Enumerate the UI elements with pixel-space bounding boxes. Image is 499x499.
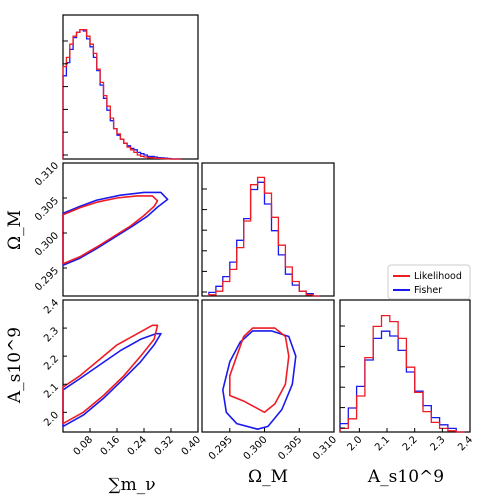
legend-label-fisher: Fisher (414, 285, 442, 296)
x-tick-label-om: 0.300 (242, 434, 270, 462)
y-tick-label-om: 0.305 (33, 195, 61, 223)
contour-As_vs_om-fisher (222, 330, 297, 430)
x-tick-label-As: 2.3 (428, 434, 447, 453)
histogram-mnu-likelihood (62, 28, 182, 160)
x-tick-label-om: 0.305 (276, 434, 304, 462)
y-tick-label-om: 0.295 (33, 265, 61, 293)
x-tick-label-As: 2.1 (373, 434, 392, 453)
histogram-om-likelihood (208, 176, 321, 297)
contour-As_vs_om-likelihood (229, 327, 290, 414)
x-tick-label-om: 0.295 (207, 434, 235, 462)
ticks-layer (63, 40, 471, 432)
histogram-om-fisher (208, 181, 321, 297)
y-tick-label-As: 2.4 (42, 297, 61, 316)
x-tick-label-mnu: 0.32 (153, 434, 177, 458)
histogram-As-fisher (339, 330, 465, 433)
contour-om_vs_mnu-fisher (62, 191, 169, 266)
contour-As_vs_mnu-likelihood (62, 324, 159, 425)
y-tick-label-As: 2.0 (42, 410, 61, 429)
histogram-As-likelihood (339, 314, 465, 433)
panel-frame-r2c1 (201, 299, 335, 433)
labels-layer: 0.08 0.16 0.24 0.32 0.40 0.295 0.300 0.305 0.310… (33, 160, 475, 462)
x-tick-label-mnu: 0.16 (99, 434, 123, 458)
x-axis-label-As: A_s10^9 (367, 467, 444, 487)
panel-frame-r1c0 (62, 162, 199, 297)
x-tick-label-As: 2.4 (456, 434, 475, 453)
y-tick-label-om: 0.300 (33, 230, 61, 258)
panel-frame-r2c2 (339, 299, 471, 433)
series-layer (62, 28, 465, 433)
x-tick-label-mnu: 0.40 (180, 434, 204, 458)
x-tick-label-mnu: 0.08 (72, 434, 96, 458)
contour-om_vs_mnu-likelihood (62, 195, 159, 265)
x-axis-label-om: Ω_M (248, 467, 288, 487)
panels-layer (62, 14, 471, 433)
y-tick-label-As: 2.2 (42, 354, 61, 373)
panel-frame-r0c0 (62, 14, 199, 160)
y-tick-label-om: 0.310 (33, 160, 61, 188)
x-tick-label-As: 2.2 (401, 434, 420, 453)
x-tick-label-mnu: 0.24 (126, 434, 150, 458)
x-tick-label-As: 2.0 (345, 434, 364, 453)
x-tick-label-om: 0.310 (311, 434, 339, 462)
y-tick-label-As: 2.1 (42, 382, 61, 401)
legend-label-likelihood: Likelihood (414, 271, 462, 282)
contour-As_vs_mnu-fisher (62, 332, 162, 428)
y-tick-label-As: 2.3 (42, 325, 61, 344)
legend: Likelihood Fisher (387, 264, 471, 300)
panel-frame-r2c0 (62, 299, 199, 433)
panel-frame-r1c1 (201, 162, 335, 297)
y-axis-label-As: A_s10^9 (5, 327, 25, 404)
y-axis-label-om: Ω_M (5, 210, 25, 250)
x-axis-label-mnu: ∑m_ν (108, 475, 155, 495)
